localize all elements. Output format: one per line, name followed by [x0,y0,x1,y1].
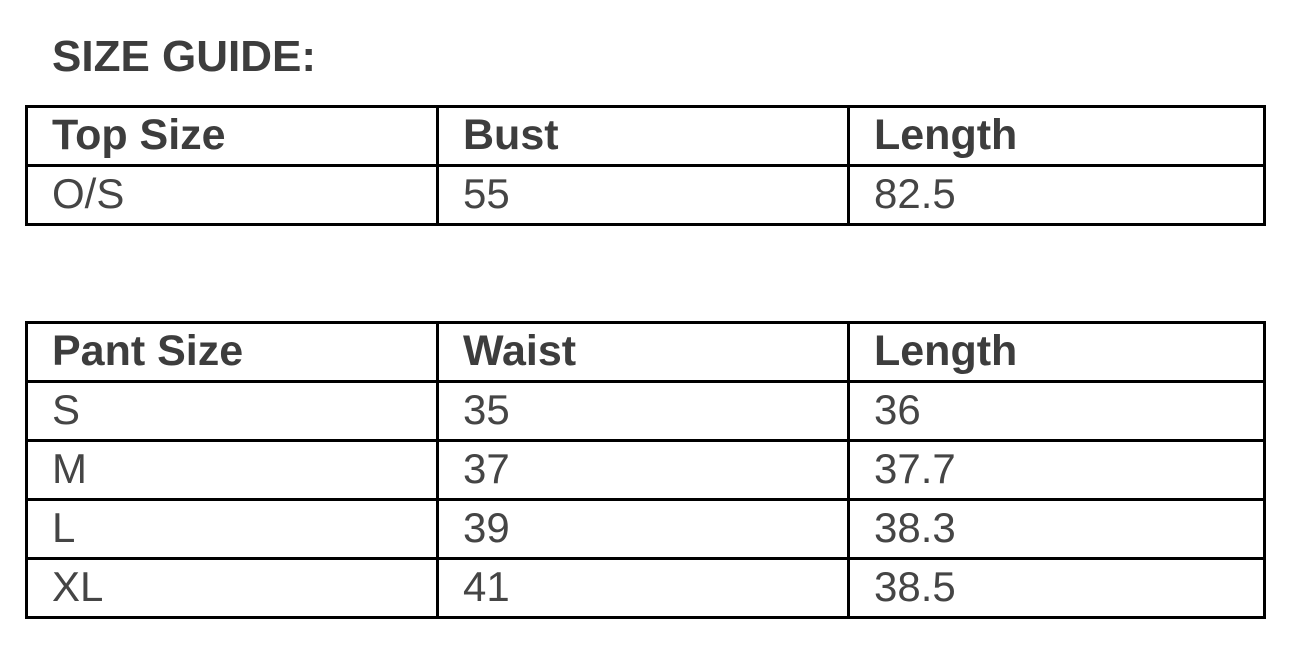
table-cell: 82.5 [847,164,1266,227]
page-title: SIZE GUIDE: [52,32,317,81]
table-header-row: Pant Size Waist Length [25,321,1266,384]
table-cell: 41 [436,557,850,620]
table-cell: 37 [436,439,850,502]
top-size-table: Top Size Bust Length O/S 55 82.5 [25,105,1266,227]
table-header-row: Top Size Bust Length [25,105,1266,168]
table-row: L 39 38.3 [25,498,1266,561]
table-row: O/S 55 82.5 [25,164,1266,227]
table-cell: 35 [436,380,850,443]
column-header: Waist [436,321,850,384]
table-cell: 38.3 [847,498,1266,561]
table-cell: 38.5 [847,557,1266,620]
pant-size-table: Pant Size Waist Length S 35 36 M 37 37.7 L 39 38.3… [25,321,1266,620]
table-cell: XL [25,557,439,620]
column-header: Top Size [25,105,439,168]
table-cell: 55 [436,164,850,227]
table-row: M 37 37.7 [25,439,1266,502]
table-row: XL 41 38.5 [25,557,1266,620]
table-cell: 39 [436,498,850,561]
column-header: Bust [436,105,850,168]
table-cell: O/S [25,164,439,227]
table-row: S 35 36 [25,380,1266,443]
table-cell: M [25,439,439,502]
table-cell: 37.7 [847,439,1266,502]
table-cell: S [25,380,439,443]
table-cell: 36 [847,380,1266,443]
column-header: Pant Size [25,321,439,384]
column-header: Length [847,321,1266,384]
column-header: Length [847,105,1266,168]
table-cell: L [25,498,439,561]
